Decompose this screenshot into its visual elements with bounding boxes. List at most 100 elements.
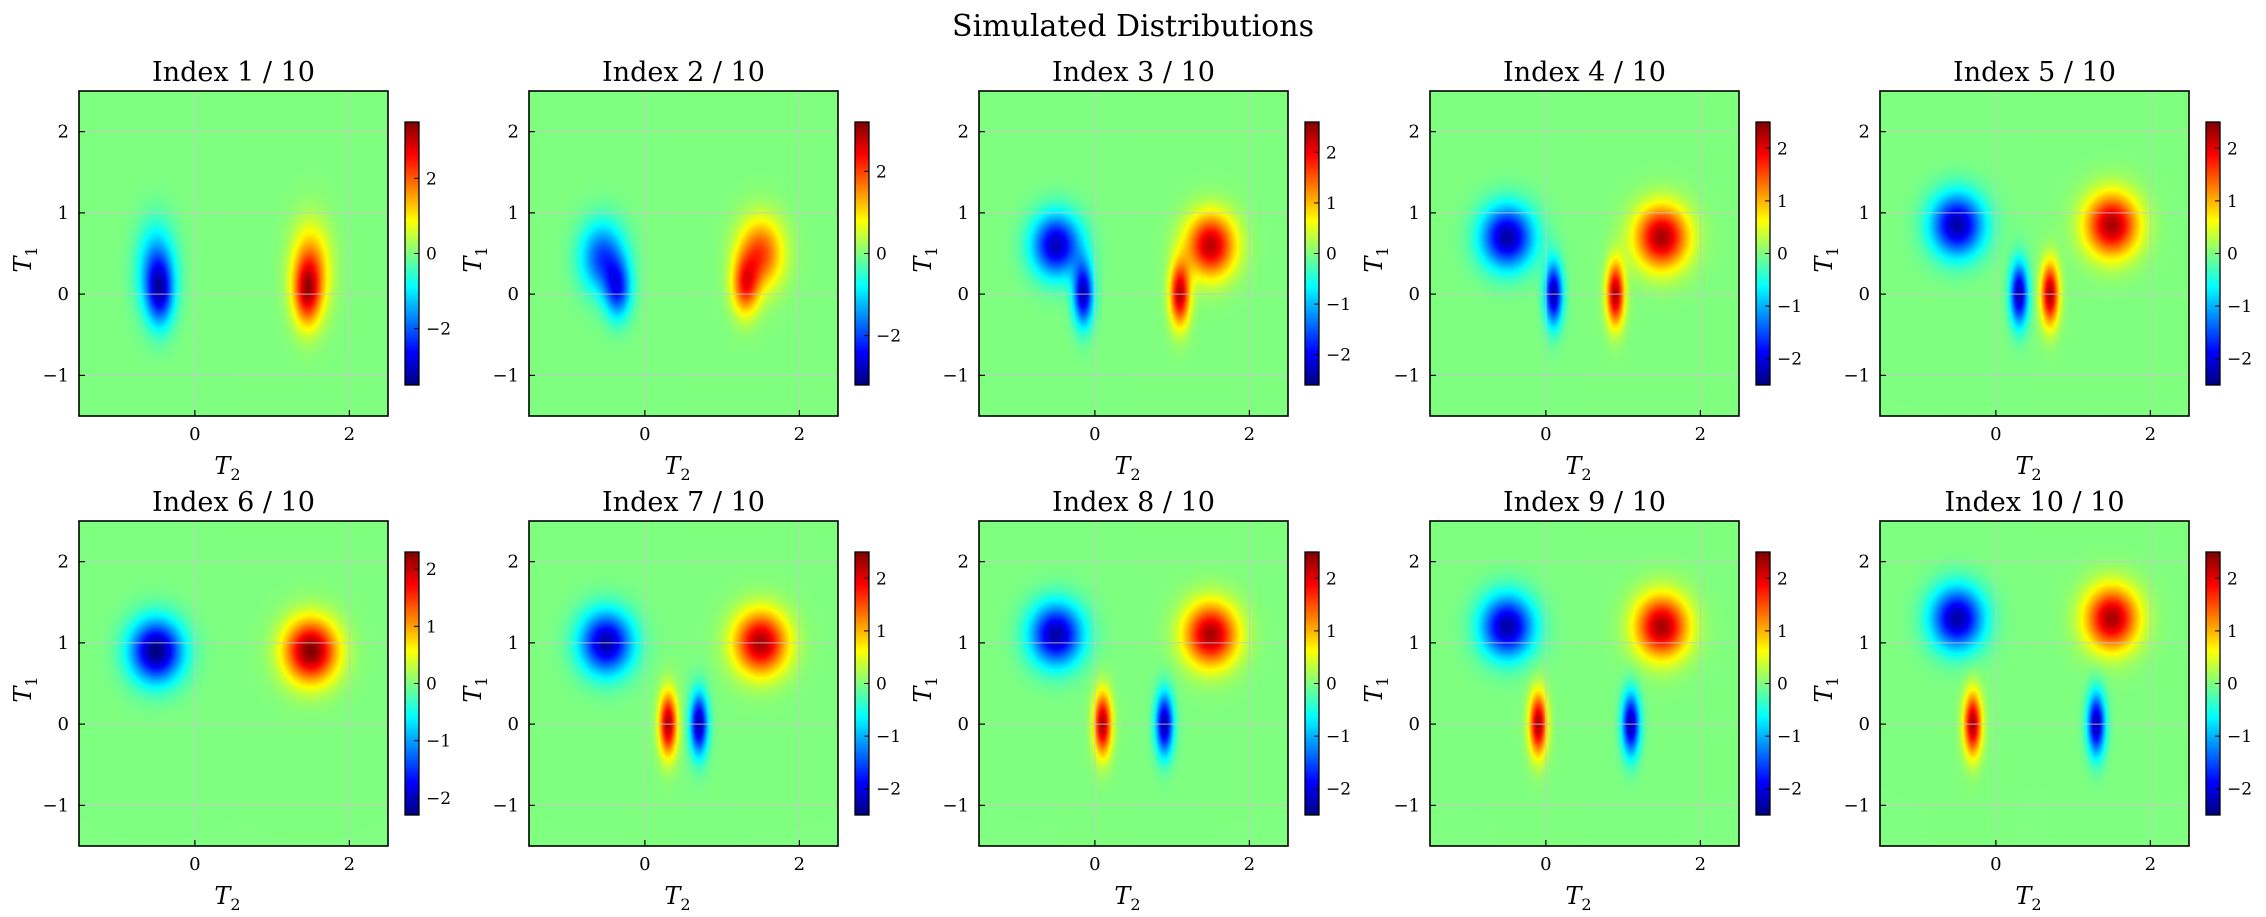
colorbar-tick-label: −2 <box>1326 780 1351 800</box>
colorbar-tick-label: −1 <box>1326 727 1351 747</box>
colorbar-tick-label: −2 <box>426 789 451 809</box>
y-axis-label: T1 <box>909 676 941 702</box>
y-tick-label: −1 <box>492 365 519 386</box>
colorbar-gradient <box>855 122 869 385</box>
x-axis-label-sub: 2 <box>1130 895 1140 914</box>
x-axis-label-main: T <box>214 452 232 480</box>
x-axis-label-main: T <box>1565 452 1583 480</box>
y-tick-label: 2 <box>508 122 519 143</box>
y-axis-label-sub: 1 <box>22 246 41 256</box>
y-axis-label-main: T <box>909 255 937 273</box>
y-axis-label-sub: 1 <box>1373 676 1392 686</box>
x-axis-label: T2 <box>214 882 240 914</box>
y-tick-label: 0 <box>958 714 969 735</box>
x-tick-label: 2 <box>1244 854 1255 875</box>
y-axis-label-main: T <box>1360 685 1388 703</box>
x-axis-label-main: T <box>1565 882 1583 910</box>
colorbar-tick-label: 0 <box>1326 245 1337 265</box>
y-tick-label: 0 <box>508 714 519 735</box>
y-tick-label: 2 <box>1409 552 1420 573</box>
colorbar: −2 −1 0 1 2 <box>2205 121 2252 386</box>
x-axis-label: T2 <box>1565 452 1591 484</box>
x-tick-label: 0 <box>1540 854 1551 875</box>
colorbar-tick-label: −2 <box>1777 350 1802 370</box>
colorbar-tick-label: −1 <box>2227 727 2252 747</box>
y-tick-label: 1 <box>508 633 519 654</box>
panel-title: Index 6 / 10 <box>152 487 315 518</box>
y-tick-label: −1 <box>942 365 969 386</box>
x-tick-label: 0 <box>1540 424 1551 445</box>
x-axis-label: T2 <box>214 452 240 484</box>
axes-frame <box>978 90 1289 417</box>
x-axis-label-main: T <box>1114 452 1132 480</box>
y-axis-label-sub: 1 <box>1823 246 1842 256</box>
y-tick-label: −1 <box>1843 365 1870 386</box>
x-tick-label: 2 <box>1244 424 1255 445</box>
y-tick-label: 2 <box>508 552 519 573</box>
x-tick-label: 2 <box>2145 854 2156 875</box>
x-axis-label-sub: 2 <box>680 465 690 484</box>
colorbar-tick-label: −1 <box>2227 297 2252 317</box>
colorbar-tick-label: −2 <box>2227 350 2252 370</box>
y-tick-label: 1 <box>958 633 969 654</box>
y-tick-label: −1 <box>42 795 69 816</box>
y-axis-label-main: T <box>9 685 37 703</box>
colorbar-gradient <box>405 552 419 815</box>
y-axis-label-sub: 1 <box>1373 246 1392 256</box>
x-tick-label: 2 <box>794 424 805 445</box>
colorbar-tick-label: 1 <box>2227 622 2238 642</box>
y-tick-label: 0 <box>1409 714 1420 735</box>
axes-frame <box>78 90 389 417</box>
panel-title: Index 8 / 10 <box>1052 487 1215 518</box>
y-axis-label: T1 <box>9 246 41 272</box>
colorbar-tick-label: −1 <box>1326 295 1351 315</box>
colorbar-tick-label: −1 <box>1777 297 1802 317</box>
colorbar-tick-label: 0 <box>426 245 437 265</box>
colorbar-tick-label: 1 <box>876 622 887 642</box>
colorbar-tick-label: 1 <box>426 617 437 637</box>
x-axis-label-main: T <box>214 882 232 910</box>
colorbar-tick-label: 2 <box>876 162 887 182</box>
axes-frame <box>528 90 839 417</box>
y-tick-label: 1 <box>1409 203 1420 224</box>
colorbar-tick-label: 0 <box>876 675 887 695</box>
colorbar-tick-label: 2 <box>1777 569 1788 589</box>
x-tick-label: 0 <box>1089 854 1100 875</box>
y-tick-label: −1 <box>942 795 969 816</box>
y-tick-label: 0 <box>508 284 519 305</box>
x-tick-label: 2 <box>344 424 355 445</box>
x-axis-label-sub: 2 <box>1581 895 1591 914</box>
y-tick-label: 2 <box>1409 122 1420 143</box>
x-tick-label: 0 <box>189 424 200 445</box>
x-axis-label-sub: 2 <box>1130 465 1140 484</box>
colorbar-tick-label: 2 <box>876 569 887 589</box>
y-axis-label-main: T <box>909 685 937 703</box>
y-tick-label: −1 <box>1843 795 1870 816</box>
colorbar-tick-label: 1 <box>1777 192 1788 212</box>
y-axis-label: T1 <box>9 676 41 702</box>
y-tick-label: 0 <box>1859 714 1870 735</box>
y-axis-label: T1 <box>459 676 491 702</box>
x-axis-label-sub: 2 <box>1581 465 1591 484</box>
y-axis-label-sub: 1 <box>922 676 941 686</box>
panel-title: Index 1 / 10 <box>152 57 315 88</box>
y-tick-label: −1 <box>42 365 69 386</box>
y-axis-label: T1 <box>1360 676 1392 702</box>
colorbar: −2 −1 0 1 2 <box>1304 551 1351 816</box>
colorbar-tick-label: 2 <box>1326 143 1337 163</box>
x-axis-label: T2 <box>2015 882 2041 914</box>
heatmap-image <box>1880 521 2189 846</box>
x-axis-label: T2 <box>664 882 690 914</box>
heatmap-image <box>79 91 388 416</box>
heatmap-image <box>529 521 838 846</box>
x-axis-label-main: T <box>1114 882 1132 910</box>
colorbar-tick-label: −1 <box>1777 727 1802 747</box>
colorbar: −2 −1 0 1 2 <box>404 551 451 816</box>
panel-title: Index 2 / 10 <box>602 57 765 88</box>
y-tick-label: 1 <box>58 203 69 224</box>
